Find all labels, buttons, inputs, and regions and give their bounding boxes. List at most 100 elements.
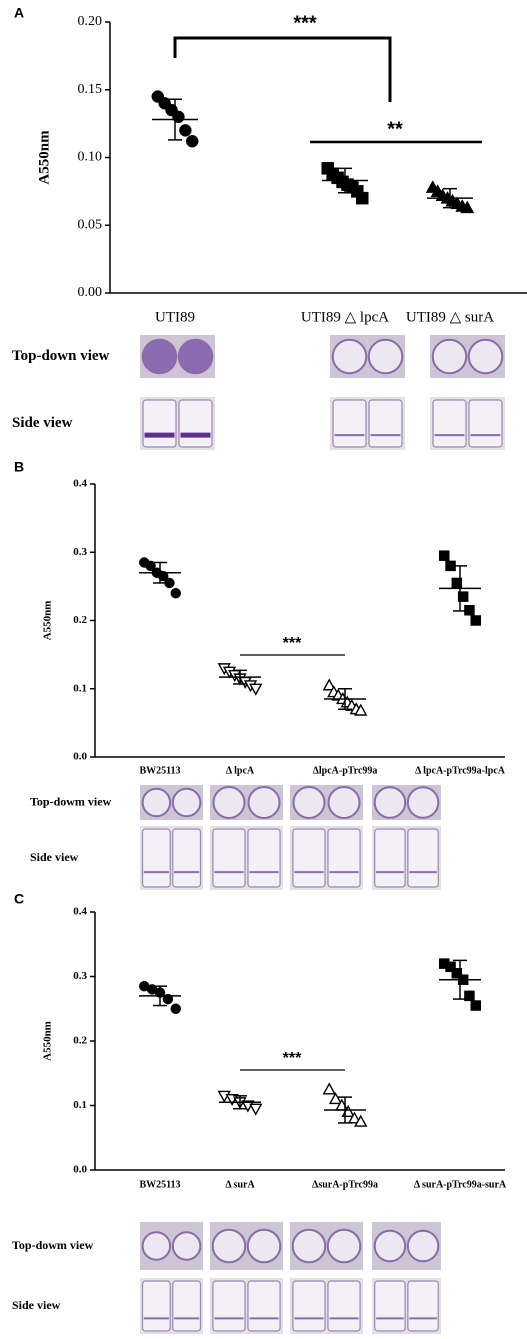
x-tick-label: Δ surA [225, 1179, 255, 1190]
image-row-label: Side view [12, 1298, 61, 1312]
well-side [141, 828, 171, 888]
x-tick-label: UTI89 △ surA [406, 309, 494, 325]
well-side [178, 399, 213, 448]
significance-label: ** [387, 118, 403, 140]
data-point [179, 124, 192, 137]
well-side [327, 1280, 361, 1332]
y-tick-label: 0.2 [73, 614, 87, 626]
well-side [212, 1280, 246, 1332]
data-point [470, 615, 481, 626]
well-top [141, 1231, 172, 1261]
panel-letter: A [14, 5, 24, 21]
well-top [141, 338, 178, 375]
well-side [332, 399, 367, 448]
data-point [328, 1092, 343, 1105]
well-top [467, 338, 504, 375]
significance-label: *** [283, 635, 302, 652]
data-point [354, 1114, 368, 1127]
well-side [432, 399, 467, 448]
y-tick-label: 0.20 [78, 14, 103, 29]
y-tick-label: 0.00 [78, 285, 103, 300]
data-point [322, 678, 336, 691]
data-point [347, 1111, 362, 1124]
y-tick-label: 0.1 [73, 1099, 87, 1111]
y-tick-label: 0.3 [73, 970, 87, 982]
well-side [141, 1280, 171, 1332]
well-side [468, 399, 503, 448]
significance-bracket [173, 36, 392, 102]
x-tick-label: BW25113 [139, 765, 180, 776]
well-top [212, 786, 246, 819]
data-point [464, 990, 475, 1002]
well-side [407, 828, 439, 888]
image-row-label: Side view [30, 850, 79, 864]
image-row-label: Top-dowm view [12, 1238, 94, 1252]
y-axis-label: A550nm [42, 1021, 54, 1061]
y-axis-label: A550nm [42, 601, 54, 641]
well-side [172, 828, 202, 888]
well-top [177, 338, 214, 375]
data-point [170, 1003, 181, 1014]
y-tick-label: 0.05 [78, 217, 103, 232]
y-tick-label: 0.2 [73, 1035, 87, 1047]
data-point [249, 1103, 263, 1116]
data-point [170, 587, 181, 599]
y-tick-label: 0.4 [73, 478, 87, 490]
well-side [407, 1280, 439, 1332]
well-top [326, 1228, 362, 1264]
data-point [439, 550, 450, 561]
y-axis-label: A550nm [36, 130, 52, 185]
well-top [406, 1229, 440, 1263]
data-point [145, 560, 156, 572]
x-tick-label: ΔsurA-pTrc99a [312, 1179, 378, 1190]
data-point [451, 968, 463, 979]
well-top [367, 338, 404, 375]
y-tick-label: 0.15 [78, 82, 103, 97]
well-top [373, 786, 407, 819]
data-point [460, 200, 475, 214]
y-tick-label: 0.0 [73, 1164, 87, 1176]
well-top [171, 1231, 202, 1261]
significance-label: *** [293, 12, 317, 34]
image-row-label: Top-down view [12, 348, 110, 364]
well-top [141, 787, 172, 818]
y-tick-label: 0.10 [78, 150, 103, 165]
well-top [211, 1228, 247, 1264]
well-top [291, 1228, 327, 1264]
data-point [186, 134, 199, 148]
y-tick-label: 0.1 [73, 682, 87, 694]
x-tick-label: Δ lpcA-pTrc99a-lpcA [415, 765, 506, 776]
x-tick-label: UTI89 [155, 309, 195, 325]
well-top [406, 786, 440, 819]
significance-label: *** [283, 1050, 302, 1067]
image-row-label: Top-dowm view [30, 794, 112, 808]
x-tick-label: Δ lpcA [226, 765, 255, 776]
well-top [246, 1228, 282, 1264]
well-top [373, 1229, 407, 1263]
well-side [172, 1280, 202, 1332]
x-tick-label: Δ surA-pTrc99a-surA [414, 1179, 507, 1190]
well-top [247, 786, 281, 819]
x-tick-label: ΔlpcA-pTrc99a [313, 765, 378, 776]
well-top [431, 338, 468, 375]
x-tick-label: BW25113 [139, 1179, 180, 1190]
panel-letter: B [14, 459, 24, 475]
well-side [368, 399, 403, 448]
data-point [445, 961, 456, 973]
well-top [327, 786, 361, 819]
well-side [142, 399, 177, 448]
well-top [171, 787, 202, 818]
data-point [356, 191, 369, 205]
data-point [354, 703, 368, 716]
y-tick-label: 0.3 [73, 546, 87, 558]
well-top [292, 786, 326, 819]
well-side [374, 1280, 406, 1332]
data-point [322, 1082, 336, 1095]
data-point [470, 1000, 481, 1011]
well-side [247, 1280, 281, 1332]
well-side [212, 828, 246, 888]
well-side [292, 828, 326, 888]
well-side [292, 1280, 326, 1332]
well-side [247, 828, 281, 888]
